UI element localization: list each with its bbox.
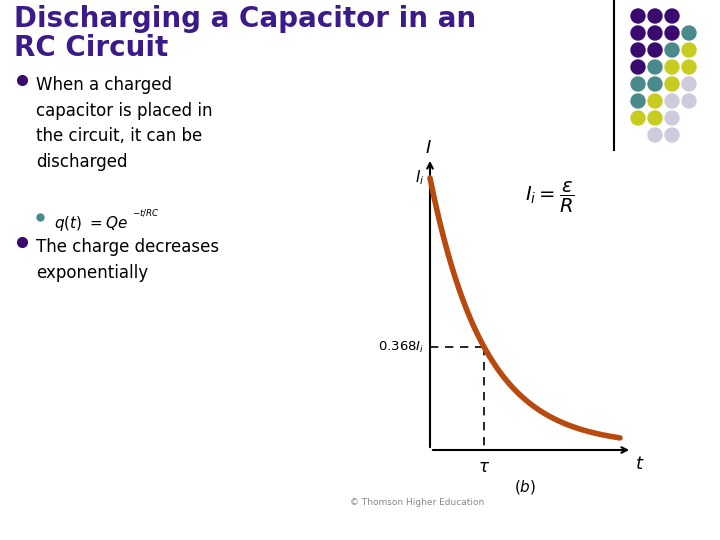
- Text: $I$: $I$: [425, 139, 431, 157]
- Circle shape: [631, 111, 645, 125]
- Text: When a charged
capacitor is placed in
the circuit, it can be
discharged: When a charged capacitor is placed in th…: [36, 76, 212, 171]
- Circle shape: [665, 111, 679, 125]
- Text: $(b)$: $(b)$: [514, 478, 536, 496]
- Circle shape: [648, 26, 662, 40]
- Circle shape: [648, 94, 662, 108]
- Circle shape: [648, 9, 662, 23]
- Circle shape: [665, 43, 679, 57]
- Circle shape: [631, 43, 645, 57]
- Circle shape: [665, 60, 679, 74]
- Circle shape: [648, 60, 662, 74]
- Text: © Thomson Higher Education: © Thomson Higher Education: [350, 498, 485, 507]
- Text: $q(t)$: $q(t)$: [54, 214, 82, 233]
- Text: $I_i$: $I_i$: [415, 168, 424, 187]
- Circle shape: [682, 94, 696, 108]
- Circle shape: [682, 26, 696, 40]
- Circle shape: [631, 77, 645, 91]
- Text: $t$: $t$: [635, 455, 645, 473]
- Circle shape: [665, 128, 679, 142]
- Text: $^{-t/RC}$: $^{-t/RC}$: [132, 210, 160, 223]
- Text: $\tau$: $\tau$: [478, 458, 490, 476]
- Circle shape: [682, 43, 696, 57]
- Text: $I_i = \dfrac{\varepsilon}{R}$: $I_i = \dfrac{\varepsilon}{R}$: [525, 180, 575, 215]
- Circle shape: [631, 60, 645, 74]
- Circle shape: [631, 9, 645, 23]
- Circle shape: [665, 9, 679, 23]
- Text: $= Qe$: $= Qe$: [87, 214, 128, 232]
- Text: $0.368I_i$: $0.368I_i$: [377, 340, 424, 355]
- Circle shape: [682, 60, 696, 74]
- Circle shape: [631, 26, 645, 40]
- Circle shape: [648, 77, 662, 91]
- Circle shape: [648, 128, 662, 142]
- Text: RC Circuit: RC Circuit: [14, 34, 168, 62]
- Circle shape: [648, 43, 662, 57]
- Circle shape: [631, 94, 645, 108]
- Circle shape: [665, 77, 679, 91]
- Circle shape: [682, 77, 696, 91]
- Circle shape: [648, 111, 662, 125]
- Text: The charge decreases
exponentially: The charge decreases exponentially: [36, 238, 219, 282]
- Circle shape: [665, 26, 679, 40]
- Text: Discharging a Capacitor in an: Discharging a Capacitor in an: [14, 5, 476, 33]
- Circle shape: [665, 94, 679, 108]
